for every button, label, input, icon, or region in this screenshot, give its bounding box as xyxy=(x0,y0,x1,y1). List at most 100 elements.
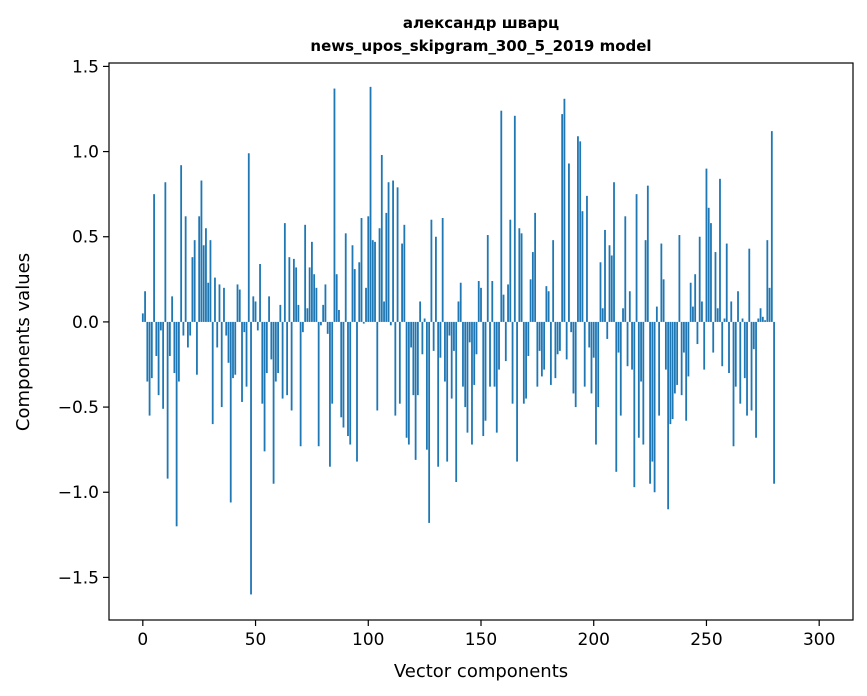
bar-2 xyxy=(146,321,149,382)
bar-221 xyxy=(640,321,642,382)
bar-92 xyxy=(349,321,352,445)
bar-34 xyxy=(218,284,221,322)
bar-192 xyxy=(574,321,577,408)
bar-26 xyxy=(200,180,203,322)
bar-14 xyxy=(173,321,176,374)
bar-210 xyxy=(615,321,618,472)
bar-257 xyxy=(721,321,724,367)
bar-176 xyxy=(538,321,541,351)
bar-143 xyxy=(464,321,467,408)
bar-24 xyxy=(196,321,198,375)
bar-68 xyxy=(295,267,298,322)
bar-155 xyxy=(491,281,494,322)
bar-5 xyxy=(153,194,155,322)
bar-81 xyxy=(324,284,327,322)
bar-45 xyxy=(243,321,246,333)
bar-140 xyxy=(457,301,460,322)
bar-258 xyxy=(723,318,726,322)
bar-189 xyxy=(568,163,570,322)
x-tick-label-150: 150 xyxy=(465,630,497,650)
bar-145 xyxy=(468,321,471,343)
bar-217 xyxy=(631,321,633,370)
bar-271 xyxy=(752,321,755,350)
bar-46 xyxy=(245,321,248,387)
y-tick-label-3: 0.0 xyxy=(72,313,99,333)
bar-73 xyxy=(306,308,309,322)
bar-38 xyxy=(227,321,230,363)
bar-166 xyxy=(516,321,518,462)
bar-109 xyxy=(387,182,390,322)
bar-56 xyxy=(268,296,270,322)
bar-9 xyxy=(162,321,165,409)
bar-111 xyxy=(392,180,394,322)
bar-65 xyxy=(288,257,291,322)
bar-151 xyxy=(482,321,485,437)
bar-64 xyxy=(286,321,289,396)
bar-96 xyxy=(358,262,361,322)
bar-180 xyxy=(547,291,550,322)
bar-214 xyxy=(624,216,627,322)
bar-204 xyxy=(601,308,604,322)
bar-78 xyxy=(317,321,320,447)
bar-93 xyxy=(351,245,354,322)
bar-136 xyxy=(448,321,451,336)
bar-179 xyxy=(545,286,548,322)
bar-164 xyxy=(511,321,514,404)
bar-272 xyxy=(755,321,757,438)
bar-15 xyxy=(175,321,178,527)
bar-170 xyxy=(525,321,527,399)
bar-144 xyxy=(466,321,469,433)
bar-275 xyxy=(761,316,764,322)
bar-69 xyxy=(297,304,300,322)
bar-167 xyxy=(518,228,521,322)
bar-79 xyxy=(320,321,322,326)
bar-203 xyxy=(599,262,602,322)
bar-6 xyxy=(155,321,158,356)
bar-184 xyxy=(556,321,559,355)
bar-158 xyxy=(498,321,500,370)
bar-190 xyxy=(570,321,573,333)
y-tick-label-5: 1.0 xyxy=(72,143,99,163)
bar-200 xyxy=(592,321,595,358)
bar-236 xyxy=(673,321,676,394)
bar-48 xyxy=(250,321,252,595)
bar-129 xyxy=(432,321,435,351)
bar-21 xyxy=(189,321,192,336)
bar-246 xyxy=(696,321,699,345)
bar-84 xyxy=(331,321,334,404)
bar-20 xyxy=(187,321,189,348)
bar-141 xyxy=(459,282,462,322)
bar-248 xyxy=(701,301,703,322)
bar-260 xyxy=(728,321,730,374)
plot-frame xyxy=(108,62,854,621)
bar-135 xyxy=(446,321,449,462)
bar-279 xyxy=(770,131,773,322)
bar-230 xyxy=(660,243,663,322)
bar-262 xyxy=(732,321,735,447)
bar-276 xyxy=(764,320,766,322)
bar-233 xyxy=(667,321,670,510)
bar-70 xyxy=(299,321,302,447)
bar-195 xyxy=(581,211,584,322)
bar-182 xyxy=(552,240,555,322)
bar-228 xyxy=(655,306,658,322)
bar-42 xyxy=(236,284,239,322)
x-tick-label-300: 300 xyxy=(803,630,835,650)
bar-161 xyxy=(504,321,507,362)
bar-240 xyxy=(683,321,685,353)
bar-239 xyxy=(680,321,683,396)
bar-122 xyxy=(416,321,419,396)
bar-177 xyxy=(540,321,543,377)
bar-142 xyxy=(462,321,464,387)
bar-261 xyxy=(730,301,733,322)
bar-7 xyxy=(157,321,160,396)
bar-63 xyxy=(283,223,286,322)
bar-277 xyxy=(766,240,769,322)
bar-280 xyxy=(773,321,775,484)
bar-153 xyxy=(486,235,489,322)
y-tick-label-2: −0.5 xyxy=(58,398,99,418)
bar-231 xyxy=(662,279,665,322)
bar-245 xyxy=(694,274,697,322)
bar-85 xyxy=(333,88,336,322)
bar-126 xyxy=(425,321,428,450)
